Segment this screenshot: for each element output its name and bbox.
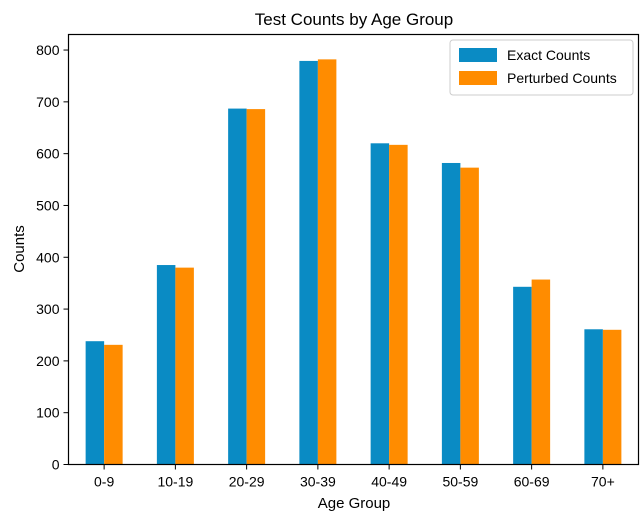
x-axis-ticks: 0-9 10-19 20-29 30-39 40-49 50-59 60-69 70+ [94, 464, 615, 490]
x-tick-label-40-49: 40-49 [371, 474, 407, 490]
bar-exact-counts-30-39 [299, 60, 318, 465]
y-tick-label-100: 100 [36, 405, 60, 421]
bar-exact-counts-20-29 [228, 108, 247, 465]
y-tick-label-500: 500 [36, 197, 60, 213]
chart-title: Test Counts by Age Group [255, 10, 453, 29]
bars-layer [85, 59, 622, 465]
legend-label-exact-counts: Exact Counts [507, 47, 590, 63]
y-axis-label: Counts [11, 225, 28, 273]
x-tick-label-70: 70+ [591, 474, 615, 490]
y-tick-label-400: 400 [36, 249, 60, 265]
bar-perturbed-counts-70 [602, 329, 622, 465]
bar-perturbed-counts-20-29 [246, 109, 266, 465]
x-tick-label-10-19: 10-19 [157, 474, 193, 490]
plot-frame [67, 33, 640, 466]
bar-perturbed-counts-30-39 [317, 59, 337, 465]
bar-perturbed-counts-0-9 [104, 344, 123, 465]
bar-perturbed-counts-60-69 [531, 279, 551, 465]
x-tick-label-60-69: 60-69 [514, 474, 550, 490]
bar-exact-counts-10-19 [156, 265, 176, 465]
x-tick-label-20-29: 20-29 [229, 474, 265, 490]
bar-perturbed-counts-10-19 [175, 267, 194, 465]
x-tick-label-0-9: 0-9 [94, 474, 114, 490]
x-tick-label-50-59: 50-59 [442, 474, 478, 490]
legend-swatch-perturbed-counts [459, 71, 497, 85]
y-tick-label-600: 600 [36, 146, 60, 162]
bar-exact-counts-70 [584, 329, 603, 465]
y-tick-label-200: 200 [36, 353, 60, 369]
y-tick-label-300: 300 [36, 301, 60, 317]
bar-exact-counts-60-69 [513, 286, 532, 465]
y-axis-ticks: 0 100 200 300 400 500 600 700 800 [36, 42, 69, 473]
legend-swatch-exact-counts [459, 48, 497, 62]
legend-label-perturbed-counts: Perturbed Counts [507, 70, 617, 86]
y-tick-label-0: 0 [52, 457, 60, 473]
bar-exact-counts-0-9 [85, 341, 105, 465]
y-tick-label-700: 700 [36, 94, 60, 110]
x-tick-label-30-39: 30-39 [300, 474, 336, 490]
x-axis-label: Age Group [318, 495, 391, 512]
bar-exact-counts-50-59 [441, 162, 461, 465]
y-tick-label-800: 800 [36, 42, 60, 58]
bar-exact-counts-40-49 [370, 143, 390, 465]
bar-perturbed-counts-40-49 [389, 144, 408, 465]
legend: Exact Counts Perturbed Counts [449, 39, 634, 96]
bar-perturbed-counts-50-59 [460, 167, 479, 465]
